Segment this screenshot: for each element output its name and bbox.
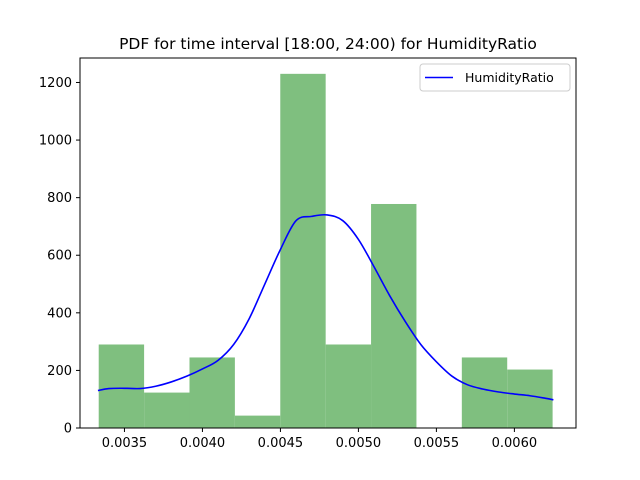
- histogram-bars: [98, 73, 553, 428]
- y-tick-label: 0: [64, 422, 72, 437]
- histogram-bar: [189, 357, 235, 428]
- legend: HumidityRatio: [419, 63, 571, 92]
- chart-title: PDF for time interval [18:00, 24:00) for…: [119, 35, 537, 53]
- y-tick-label: 1000: [39, 134, 72, 149]
- y-tick-label: 600: [47, 249, 72, 264]
- y-tick-label: 1200: [39, 76, 72, 91]
- histogram-bar: [371, 203, 417, 428]
- x-tick-label: 0.0045: [258, 436, 304, 451]
- histogram-bar: [144, 392, 190, 428]
- x-tick-label: 0.0050: [336, 436, 382, 451]
- y-axis: 0 200 400 600 800 1000 1200: [39, 76, 80, 437]
- x-axis: 0.0035 0.0040 0.0045 0.0050 0.0055 0.0060: [102, 428, 537, 451]
- y-tick-label: 200: [47, 364, 72, 379]
- series-line-humidityratio: [97, 213, 554, 401]
- legend-box: [419, 63, 571, 92]
- y-tick-label: 400: [47, 306, 72, 321]
- histogram-bar: [280, 73, 326, 428]
- histogram-bar: [325, 344, 372, 428]
- legend-label: HumidityRatio: [465, 70, 554, 85]
- x-tick-label: 0.0035: [102, 436, 148, 451]
- histogram-bar: [98, 344, 145, 428]
- x-tick-label: 0.0060: [492, 436, 538, 451]
- kde-lines: [97, 213, 554, 401]
- histogram-bar: [234, 415, 281, 428]
- x-tick-label: 0.0040: [180, 436, 226, 451]
- x-tick-label: 0.0055: [414, 436, 460, 451]
- plot-frame: [79, 57, 577, 429]
- y-tick-label: 800: [47, 191, 72, 206]
